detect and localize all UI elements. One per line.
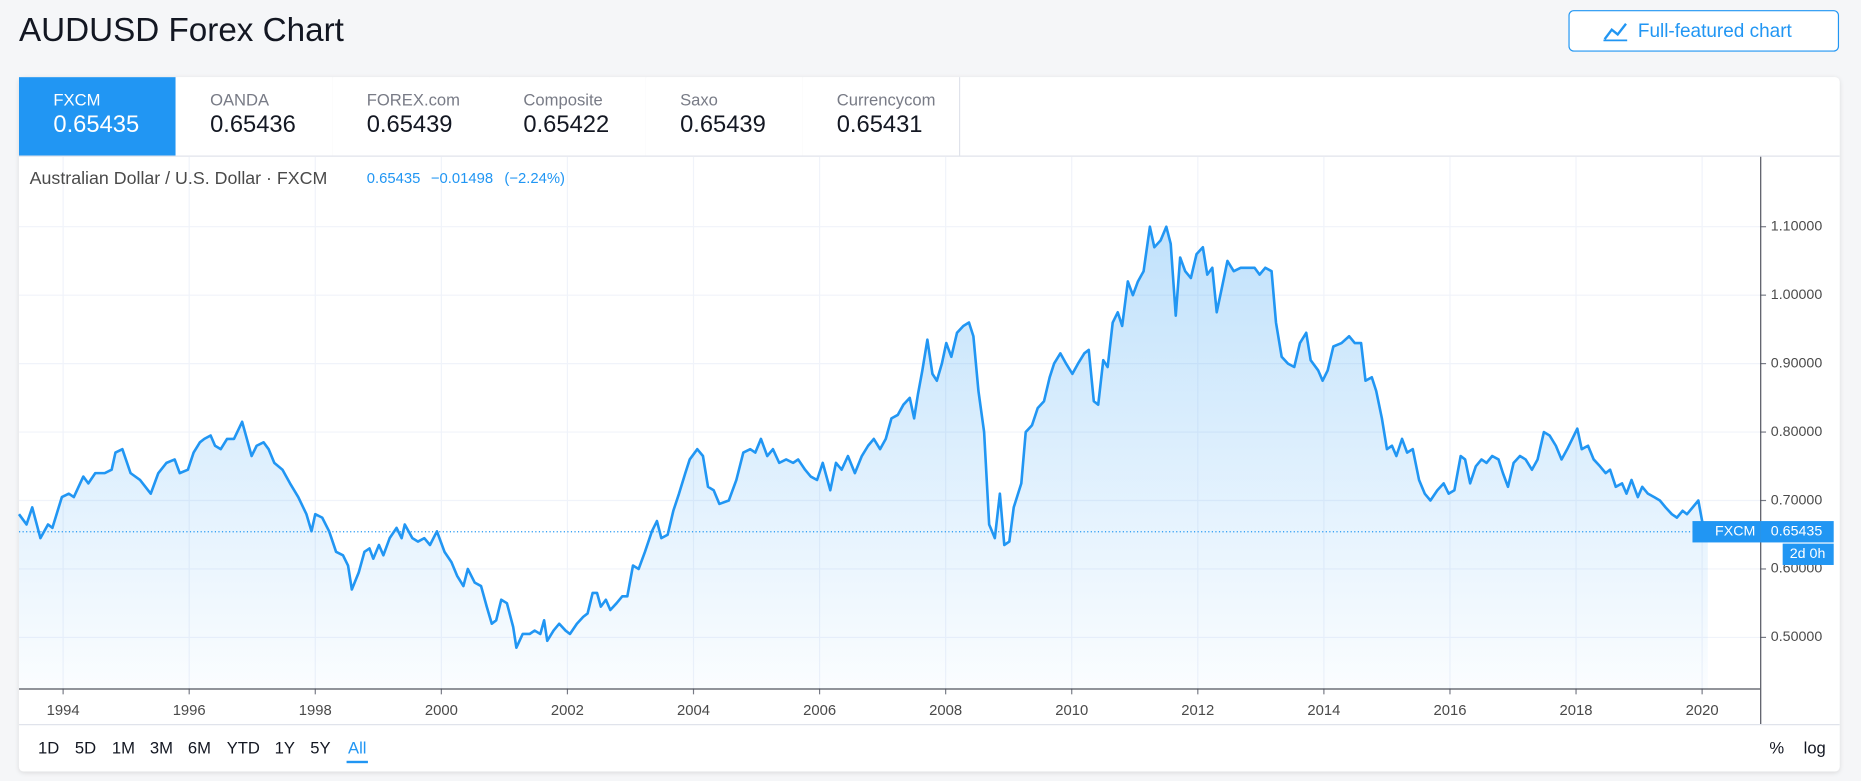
x-tick-label: 2012 [1181, 703, 1214, 719]
x-tick-label: 2020 [1686, 703, 1719, 719]
x-tick-label: 2002 [551, 703, 584, 719]
x-tick-label: 2008 [929, 703, 962, 719]
last-price-value: 0.65435 [1771, 524, 1823, 540]
tab[interactable] [332, 77, 489, 156]
tab[interactable] [488, 77, 646, 156]
x-tick-label: 2018 [1560, 703, 1593, 719]
toolbar: 1D 5D 1M 3M 6M YTD 1Y 5Y All% log [38, 738, 1826, 764]
legend-change: −0.01498 [431, 171, 493, 187]
tab-price[interactable]: 0.65436 [210, 112, 296, 138]
x-tick-label: 2014 [1307, 703, 1340, 719]
tab-name[interactable]: FXCM [53, 90, 100, 109]
tab-name[interactable]: OANDA [210, 90, 270, 109]
y-tick-label: 0.90000 [1771, 355, 1823, 371]
range-button[interactable]: 1M [112, 738, 135, 757]
x-tick-label: 2016 [1433, 703, 1466, 719]
y-tick-label: 1.10000 [1771, 218, 1823, 234]
y-tick-label: 0.80000 [1771, 424, 1823, 440]
tabs: FXCM 0.65435 OANDA 0.65436 FOREX.com 0.65439 C… [18, 77, 961, 156]
y-tick-label: 1.00000 [1771, 287, 1823, 303]
countdown-box [1782, 543, 1834, 565]
full-chart-button[interactable] [1568, 10, 1840, 52]
tab[interactable] [645, 77, 803, 156]
legend-price: 0.65435 [367, 171, 421, 187]
price-line [17, 225, 1709, 649]
range-button[interactable]: 3M [150, 738, 173, 757]
button-icon [1603, 23, 1627, 40]
area-fill [18, 226, 1708, 689]
tab-price[interactable]: 0.65431 [837, 112, 923, 138]
tab[interactable] [175, 77, 333, 156]
x-tick-label: 2010 [1055, 703, 1088, 719]
tab-price[interactable]: 0.65435 [53, 112, 139, 138]
page-title: AUDUSD Forex Chart [19, 12, 344, 49]
x-tick-label: 1994 [47, 703, 80, 719]
tab-name[interactable]: FOREX.com [367, 90, 460, 109]
x-tick-label: 1998 [299, 703, 332, 719]
button-label[interactable]: Full-featured chart [1638, 21, 1793, 42]
tab-name[interactable]: Currencycom [837, 90, 936, 109]
tab[interactable] [18, 77, 176, 156]
tab-price[interactable]: 0.65439 [680, 112, 766, 138]
tab-name[interactable]: Saxo [680, 90, 718, 109]
range-underline [346, 760, 368, 764]
range-button[interactable]: 1Y [275, 738, 295, 757]
range-button[interactable]: 6M [188, 738, 211, 757]
legend-symbol: Australian Dollar / U.S. Dollar · FXCM [30, 168, 328, 188]
last-price-name-box [1692, 521, 1761, 543]
scale-option[interactable]: % [1769, 738, 1784, 757]
range-button[interactable]: 5D [75, 738, 96, 757]
tab-price[interactable]: 0.65422 [523, 112, 609, 138]
range-button[interactable]: YTD [227, 738, 260, 757]
range-button[interactable]: 5Y [310, 738, 330, 757]
range-button[interactable]: All [348, 738, 366, 757]
last-price-box [1760, 521, 1834, 543]
tab-price[interactable]: 0.65439 [367, 112, 453, 138]
y-tick-label: 0.70000 [1771, 492, 1823, 508]
tab[interactable] [802, 77, 959, 156]
legend-change-pct: (−2.24%) [504, 171, 565, 187]
plot: 0.500000.600000.700000.800000.900001.000… [17, 156, 1834, 725]
y-tick-label: 0.50000 [1771, 629, 1823, 645]
x-tick-label: 2000 [425, 703, 458, 719]
countdown: 2d 0h [1790, 546, 1826, 562]
x-tick-label: 2004 [677, 703, 710, 719]
tab-name[interactable]: Composite [523, 90, 602, 109]
last-price-name: FXCM [1715, 524, 1755, 540]
x-tick-label: 1996 [173, 703, 206, 719]
scale-option[interactable]: log [1804, 738, 1826, 757]
range-button[interactable]: 1D [38, 738, 59, 757]
x-tick-label: 2006 [803, 703, 836, 719]
